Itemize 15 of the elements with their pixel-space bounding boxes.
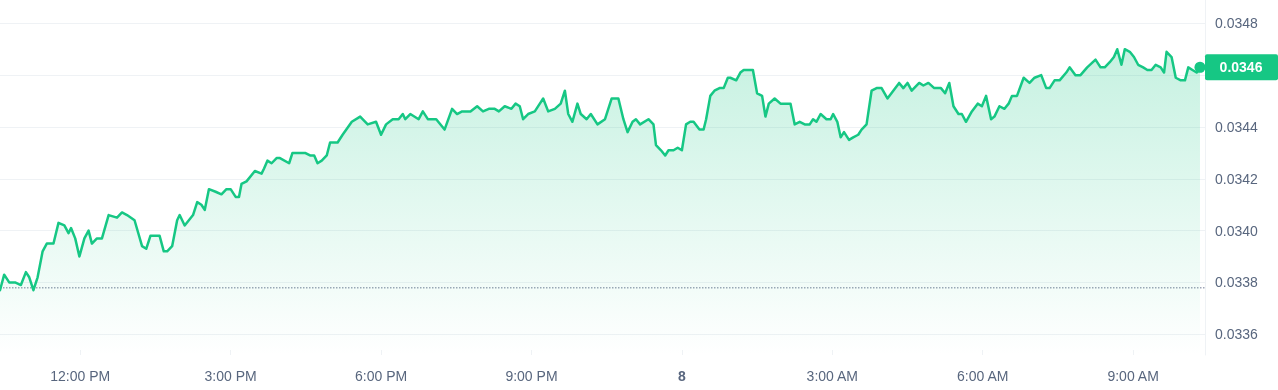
annotation: 0.0346	[1219, 59, 1263, 76]
y-tick-label: 0.0336	[1215, 326, 1259, 343]
y-tick-label: 0.0344	[1215, 118, 1259, 135]
x-tick-label: 9:00 PM	[505, 368, 558, 384]
y-tick-label: 0.0338	[1215, 274, 1259, 291]
x-tick-label: 3:00 AM	[806, 368, 858, 384]
x-tick-label: 12:00 PM	[50, 368, 111, 384]
x-tick-label: 6:00 AM	[957, 368, 1009, 384]
y-tick-label: 0.0342	[1215, 170, 1259, 187]
y-tick-label: 0.0340	[1215, 222, 1259, 239]
x-tick-label: 9:00 AM	[1107, 368, 1159, 384]
x-tick-label: 8	[677, 368, 686, 384]
y-tick-label: 0.0348	[1215, 15, 1259, 32]
x-tick-label: 3:00 PM	[204, 368, 257, 384]
x-tick-label: 6:00 PM	[354, 368, 408, 384]
